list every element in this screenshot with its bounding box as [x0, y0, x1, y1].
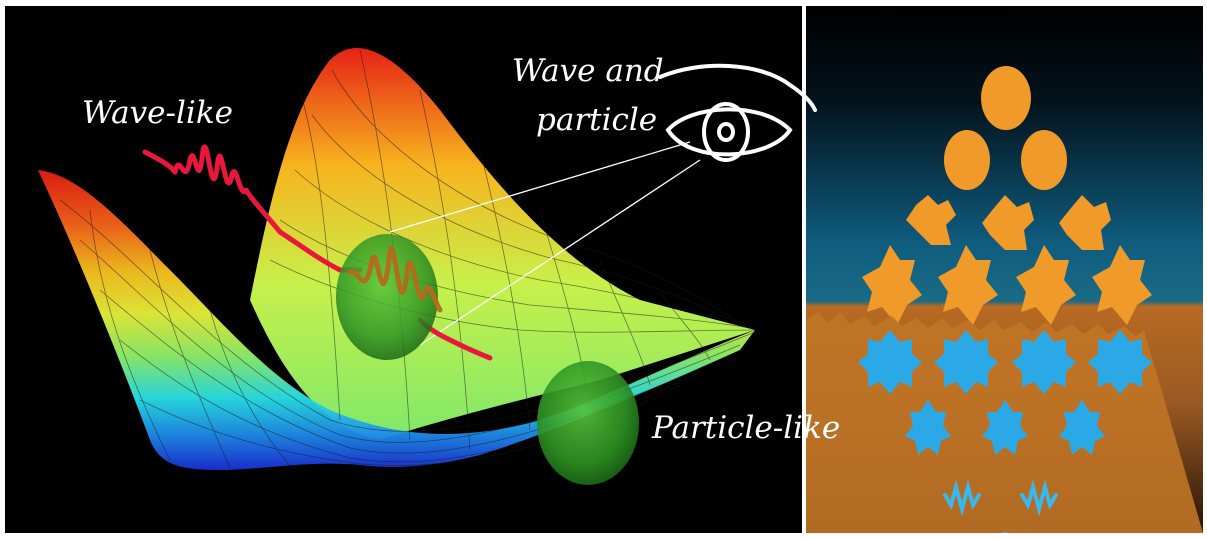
eye-icon — [658, 63, 817, 162]
label-wave-like: Wave-like — [82, 95, 233, 131]
label-wave-and-particle-line2: particle — [536, 102, 658, 138]
fractal-particle-pattern — [806, 66, 1203, 533]
particle-sphere — [537, 361, 639, 485]
label-particle-like: Particle-like — [652, 410, 841, 446]
wave-inside-sphere — [347, 246, 443, 313]
sight-lines — [389, 141, 701, 346]
wave-packet — [142, 144, 363, 273]
label-wave-and-particle-line1: Wave and — [512, 53, 664, 89]
